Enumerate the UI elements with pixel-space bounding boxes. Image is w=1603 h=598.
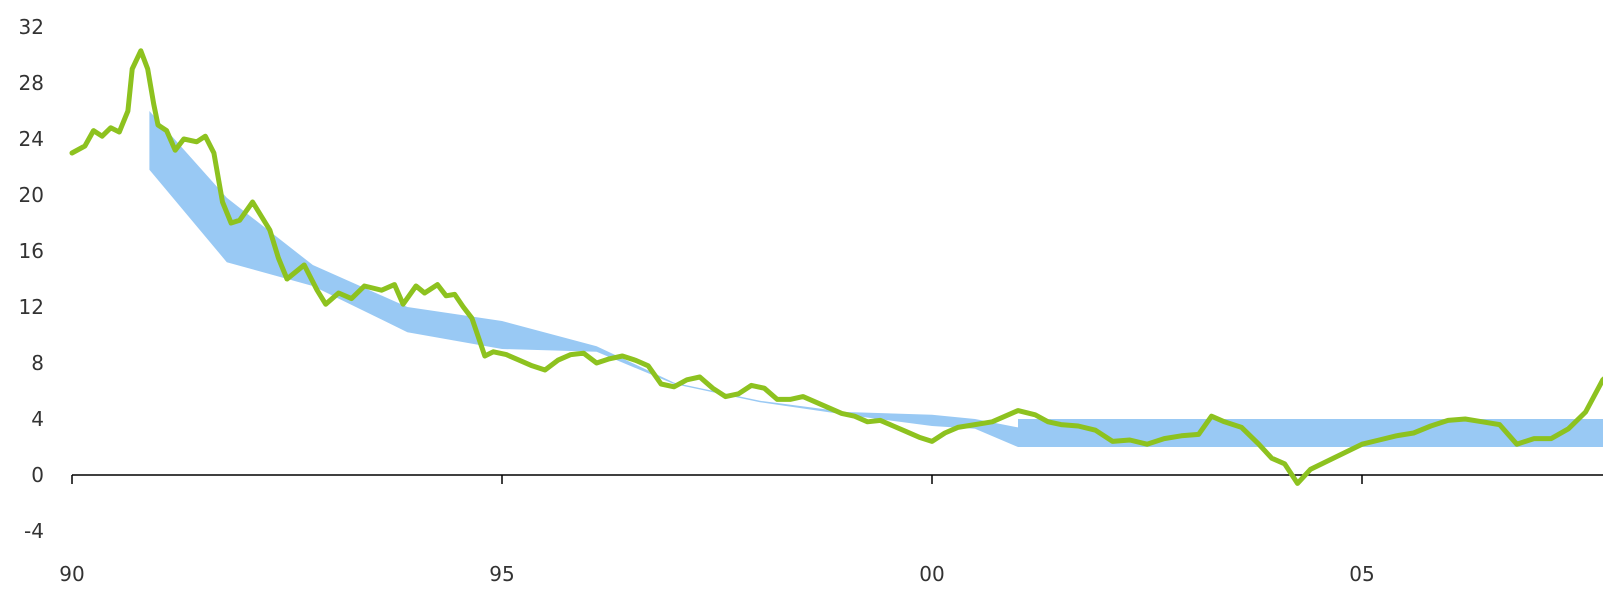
target-band-layer	[149, 111, 1603, 447]
y-tick-label: 20	[19, 183, 44, 207]
y-tick-label: 8	[31, 351, 44, 375]
y-tick-label: 28	[19, 71, 44, 95]
x-axis	[71, 474, 1603, 484]
y-axis-tick-labels: -4 0 4 8 12 16 20 24 28 32	[19, 15, 44, 543]
y-tick-label: 4	[31, 407, 44, 431]
y-tick-label: 16	[19, 239, 44, 263]
y-tick-label: 0	[31, 463, 44, 487]
x-axis-tick-labels: 90950005101520	[59, 562, 1374, 586]
x-tick-label: 05	[1349, 562, 1374, 586]
target-band	[149, 111, 1603, 447]
x-tick-label: 00	[919, 562, 944, 586]
x-tick-label: 90	[59, 562, 84, 586]
y-tick-label: -4	[24, 519, 44, 543]
actual-inflation-line	[69, 48, 1603, 486]
x-tick-label: 95	[489, 562, 514, 586]
y-tick-label: 12	[19, 295, 44, 319]
y-tick-label: 32	[19, 15, 44, 39]
y-tick-label: 24	[19, 127, 44, 151]
series-layer	[69, 48, 1603, 486]
